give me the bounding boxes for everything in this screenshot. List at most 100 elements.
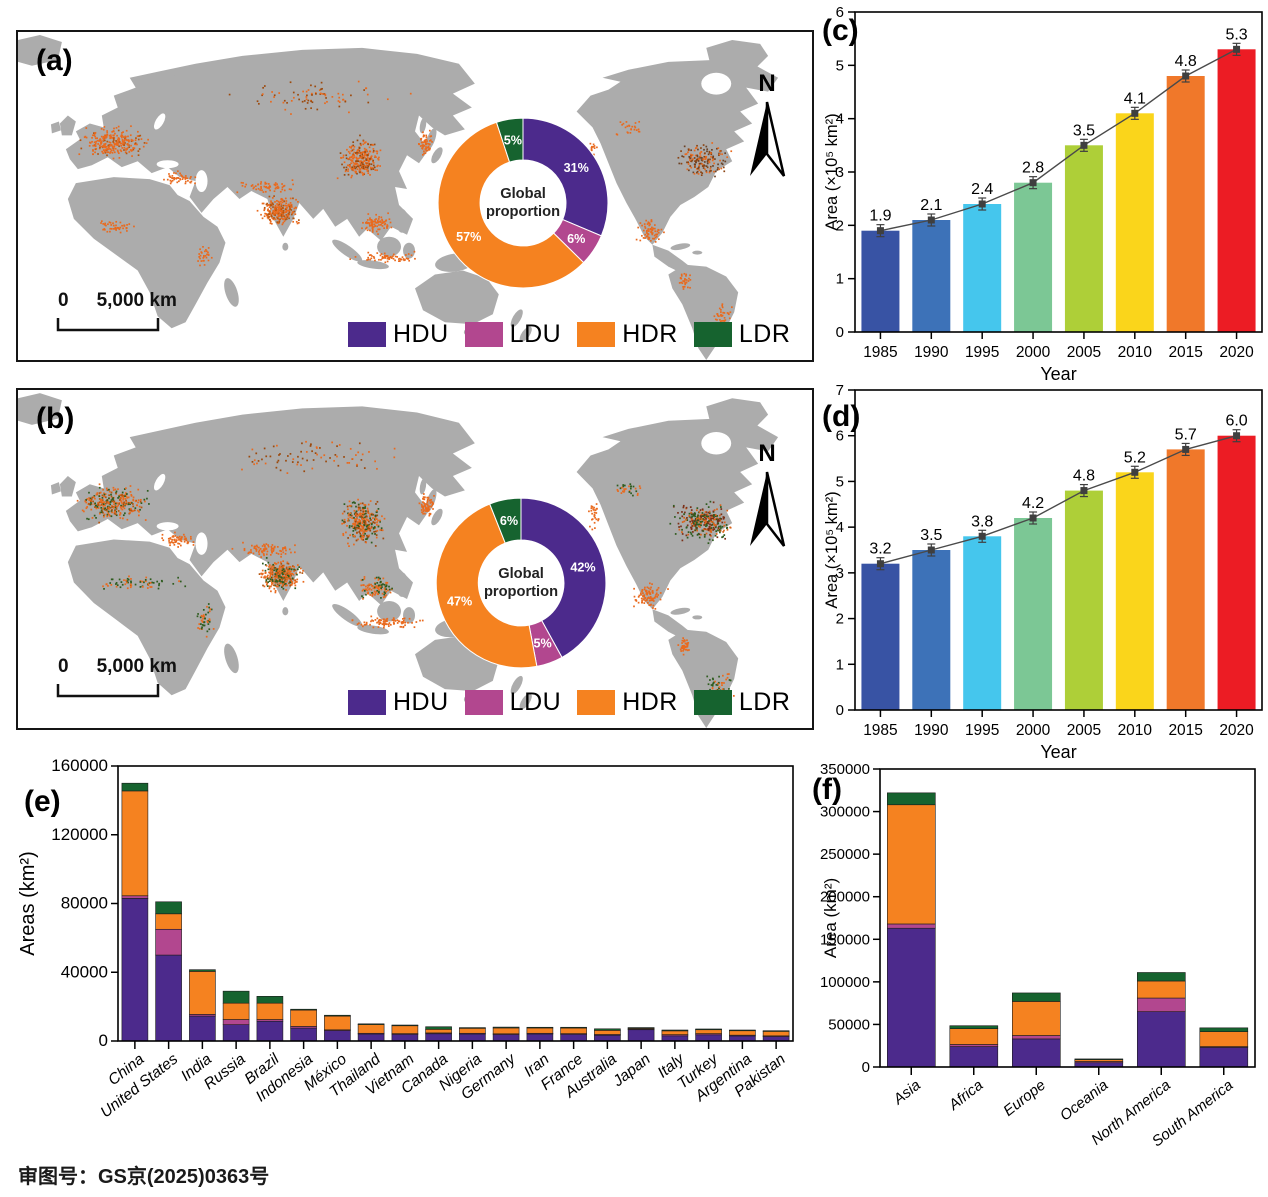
stack-segment-LDR [560, 1026, 587, 1029]
stack-segment-LDR [222, 990, 250, 1004]
stack-segment-LDU [222, 1019, 250, 1025]
donut-chart-a: 31% 6% 57% 5% Global proportion [437, 117, 609, 289]
stack-segment-LDU [887, 923, 936, 929]
map-approval-number: 审图号：GS京(2025)0363号 [18, 1166, 270, 1188]
stack-segment-HDR [290, 1009, 317, 1027]
svg-text:3.5: 3.5 [920, 527, 942, 544]
svg-text:Asia: Asia [890, 1077, 924, 1109]
hdr-swatch-icon [577, 690, 616, 715]
stack-segment-HDU [594, 1034, 621, 1042]
stack-segment-HDU [222, 1024, 250, 1042]
svg-text:3.5: 3.5 [1073, 122, 1095, 139]
legend-label: LDU [509, 688, 562, 716]
svg-text:Year: Year [1040, 364, 1076, 384]
stack-segment-LDR [661, 1029, 689, 1032]
stack-segment-HDU [560, 1033, 587, 1042]
world-map-a [18, 34, 779, 360]
stack-segment-HDU [492, 1034, 520, 1042]
svg-text:1: 1 [836, 656, 844, 673]
legend-item-HDR: HDR [577, 320, 678, 349]
donut-slice-HDR [437, 121, 585, 289]
svg-text:2005: 2005 [1067, 344, 1101, 361]
stack-segment-HDR [1012, 1001, 1061, 1036]
stack-segment-LDR [1199, 1027, 1249, 1032]
svg-text:Japan: Japan [609, 1051, 654, 1091]
legend-label: LDU [509, 320, 562, 348]
legend-item-HDR: HDR [577, 688, 678, 717]
stack-segment-HDU [695, 1034, 722, 1042]
svg-text:0: 0 [836, 702, 844, 719]
stack-segment-LDR [887, 792, 936, 806]
svg-text:120000: 120000 [51, 825, 108, 844]
svg-text:4.1: 4.1 [1124, 90, 1146, 107]
stack-segment-HDR [256, 1002, 284, 1020]
stack-segment-HDU [391, 1033, 419, 1042]
svg-text:2015: 2015 [1168, 344, 1202, 361]
stack-segment-HDU [1136, 1011, 1186, 1068]
stack-segment-HDU [459, 1033, 486, 1042]
legend-item-LDU: LDU [464, 688, 562, 717]
panel-d: 0 1 2 3 4 5 6 7 1985 1990 1995 2000 2005 2010 2015 2020… [818, 378, 1268, 775]
urban-expansion-speckles-b [76, 440, 735, 707]
panel-b-map: (b) N 0 5,000 km 42% 5% 47% 6% Global proport… [16, 388, 814, 730]
stack-segment-HDU [949, 1046, 999, 1068]
stack-segment-HDR [1199, 1031, 1249, 1047]
stack-segment-HDU [256, 1020, 284, 1042]
svg-text:3.2: 3.2 [869, 541, 891, 558]
svg-text:Africa: Africa [945, 1077, 986, 1115]
svg-text:5.2: 5.2 [1124, 449, 1146, 466]
stack-segment-HDR [121, 790, 149, 897]
svg-text:1.9: 1.9 [869, 208, 891, 225]
hdu-swatch-icon [348, 690, 386, 715]
stack-segment-LDR [121, 782, 149, 792]
svg-text:3: 3 [836, 565, 844, 582]
stack-segment-LDR [949, 1025, 999, 1029]
legend-label: HDR [622, 688, 678, 716]
legend-item-LDU: LDU [464, 320, 562, 349]
svg-text:2020: 2020 [1219, 344, 1254, 361]
ldu-swatch-icon [464, 322, 503, 347]
svg-text:4.8: 4.8 [1073, 468, 1095, 485]
scale-bar: 0 5,000 km [52, 290, 232, 339]
svg-text:2: 2 [836, 217, 844, 234]
stack-segment-LDR [391, 1024, 419, 1027]
svg-text:2000: 2000 [1016, 722, 1051, 739]
panel-f-label: (f) [812, 773, 842, 806]
stack-segment-HDU [357, 1033, 385, 1042]
legend-item-HDU: HDU [348, 320, 449, 349]
legend-item-LDR: LDR [693, 688, 791, 717]
stack-segment-LDR [459, 1027, 486, 1029]
stack-segment-HDU [290, 1027, 317, 1042]
svg-text:4: 4 [836, 519, 844, 536]
legend-label: LDR [738, 320, 791, 348]
stack-segment-LDR [425, 1026, 452, 1030]
svg-text:2.1: 2.1 [920, 197, 942, 214]
svg-text:47%: 47% [447, 594, 472, 608]
ldr-swatch-icon [693, 322, 732, 347]
scale-distance-label: 5,000 km [96, 290, 177, 311]
stack-segment-LDU [155, 928, 182, 956]
stack-segment-HDR [661, 1030, 689, 1035]
svg-text:1995: 1995 [965, 722, 999, 739]
legend-b: HDU LDU HDR LDR [348, 688, 790, 717]
svg-text:6%: 6% [567, 232, 585, 246]
svg-text:6%: 6% [500, 514, 518, 528]
stack-segment-HDU [189, 1015, 216, 1042]
svg-text:5: 5 [836, 57, 844, 74]
svg-text:5%: 5% [534, 637, 552, 651]
stack-segment-LDR [492, 1026, 520, 1029]
compass-needle-icon [750, 471, 786, 547]
urban-expansion-speckles-a [78, 80, 733, 328]
svg-text:1: 1 [836, 271, 844, 288]
donut-slice-HDU [522, 117, 609, 237]
ldu-swatch-icon [464, 690, 503, 715]
svg-text:6: 6 [836, 4, 844, 21]
svg-text:1995: 1995 [965, 344, 999, 361]
svg-text:1990: 1990 [914, 344, 949, 361]
svg-text:5.7: 5.7 [1175, 426, 1197, 443]
hdu-swatch-icon [348, 322, 386, 347]
svg-text:5%: 5% [504, 133, 522, 147]
stack-segment-LDR [1136, 972, 1186, 982]
svg-text:57%: 57% [456, 230, 481, 244]
svg-text:Areas (km²): Areas (km²) [17, 851, 39, 955]
